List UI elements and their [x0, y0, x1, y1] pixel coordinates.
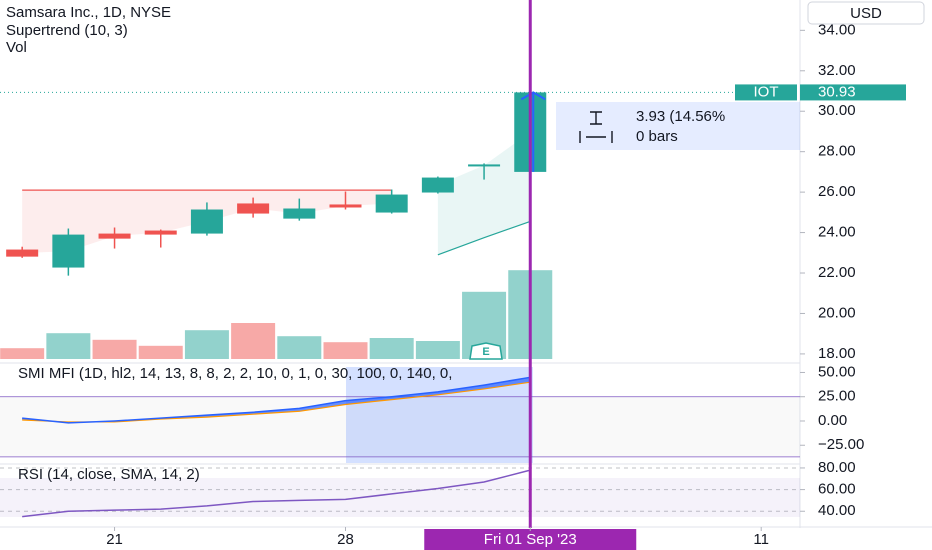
volume-bar — [231, 323, 276, 359]
candle-body — [329, 204, 362, 208]
candle-body — [421, 177, 454, 193]
y-tick-label: 32.00 — [818, 62, 856, 79]
panel-title: SMI MFI (1D, hl2, 14, 13, 8, 8, 2, 2, 10… — [18, 365, 452, 382]
y-tick-label: 0.00 — [818, 412, 847, 429]
supertrend-fill — [437, 132, 531, 255]
volume-bar — [323, 342, 368, 359]
candle-body — [98, 233, 131, 239]
zone — [0, 396, 800, 457]
x-tick-label: Fri 01 Sep '23 — [484, 531, 577, 548]
indicator-label: Vol — [6, 39, 27, 56]
candle-body — [190, 209, 223, 234]
y-tick-label: 24.00 — [818, 224, 856, 241]
measure-arrowhead — [520, 91, 546, 101]
rsi-band — [0, 478, 800, 517]
currency[interactable]: USD — [850, 5, 882, 22]
volume-bar — [46, 333, 91, 359]
measure-icon — [590, 111, 602, 125]
candle-body — [468, 164, 501, 167]
volume-bar — [138, 345, 183, 359]
supertrend-line — [437, 220, 531, 256]
measure-box — [556, 102, 800, 150]
y-tick-label: 18.00 — [818, 345, 856, 362]
volume-bar — [415, 341, 460, 359]
x-tick-label: 21 — [106, 531, 123, 548]
candle-body — [52, 234, 85, 268]
volume-bar — [184, 330, 229, 359]
y-tick-label: 50.00 — [818, 363, 856, 380]
rsi-line — [22, 469, 531, 518]
earnings-badge — [469, 342, 503, 360]
candle-body — [375, 194, 408, 213]
x-tick-label: 11 — [753, 531, 769, 548]
price-label-bg — [800, 84, 906, 101]
x-tick-label: 28 — [337, 531, 354, 548]
symbol-label: IOT — [754, 83, 779, 100]
y-tick-label: 20.00 — [818, 304, 856, 321]
y-tick-label: 28.00 — [818, 143, 856, 160]
earnings-label: E — [482, 346, 489, 358]
y-tick-label: 25.00 — [818, 388, 856, 405]
chart-title: Samsara Inc., 1D, NYSE — [6, 4, 171, 21]
measure-icon — [579, 131, 613, 143]
symbol-label-bg — [735, 84, 797, 101]
price-label: 30.93 — [818, 83, 856, 100]
smi-line — [22, 376, 531, 424]
currency-button[interactable] — [807, 1, 925, 25]
y-tick-label: 30.00 — [818, 102, 856, 119]
candle-body — [6, 249, 39, 257]
measure-bars: 0 bars — [636, 128, 678, 145]
volume-bar — [277, 336, 322, 359]
y-tick-label: 60.00 — [818, 481, 856, 498]
measure-change: 3.93 (14.56% — [636, 108, 725, 125]
y-tick-label: 22.00 — [818, 264, 856, 281]
y-tick-label: 26.00 — [818, 183, 856, 200]
volume-bar — [369, 338, 414, 359]
y-tick-label: 34.00 — [818, 21, 856, 38]
y-tick-label: −25.00 — [818, 436, 864, 453]
crosshair-label-bg — [424, 529, 637, 550]
candle-body — [283, 208, 316, 219]
candle-body — [237, 203, 270, 214]
y-tick-label: 80.00 — [818, 459, 856, 476]
volume-bar — [92, 339, 137, 359]
volume-bar — [0, 348, 45, 359]
candle-body — [144, 230, 177, 235]
indicator-label: Supertrend (10, 3) — [6, 22, 128, 39]
panel-title: RSI (14, close, SMA, 14, 2) — [18, 466, 200, 483]
y-tick-label: 40.00 — [818, 502, 856, 519]
